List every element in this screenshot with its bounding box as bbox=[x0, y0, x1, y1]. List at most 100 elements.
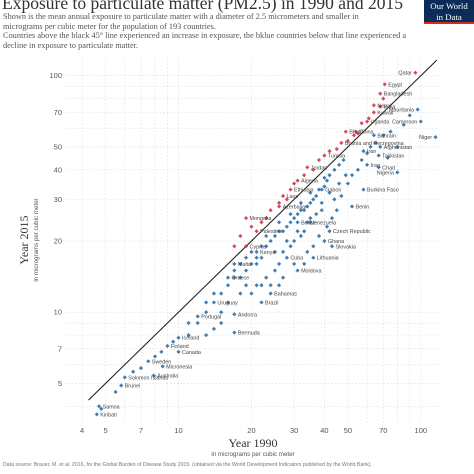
x-tick-label: 100 bbox=[415, 426, 428, 435]
data-point bbox=[176, 335, 181, 340]
point-label: Iran bbox=[367, 149, 376, 155]
point-label: Afghanistan bbox=[384, 145, 412, 151]
data-point bbox=[276, 261, 282, 267]
data-point bbox=[361, 149, 366, 154]
data-point bbox=[298, 208, 304, 213]
data-point bbox=[249, 291, 254, 296]
data-point bbox=[146, 359, 151, 364]
data-point bbox=[327, 172, 332, 178]
data-point bbox=[171, 339, 176, 344]
data-point bbox=[195, 320, 200, 326]
data-point bbox=[401, 122, 406, 127]
point-label: Cuba bbox=[290, 256, 303, 262]
data-point bbox=[259, 220, 264, 225]
data-point bbox=[322, 153, 327, 158]
data-point bbox=[337, 181, 342, 186]
data-point bbox=[311, 244, 316, 249]
point-label: Bhutan bbox=[349, 130, 366, 136]
data-point bbox=[319, 208, 324, 213]
data-point bbox=[284, 238, 289, 244]
data-point bbox=[319, 200, 324, 205]
point-label: Canada bbox=[182, 350, 201, 356]
subtitle-line: decline in exposure to particulate matte… bbox=[3, 40, 139, 50]
data-point bbox=[284, 197, 289, 202]
data-point bbox=[364, 162, 370, 167]
data-point bbox=[176, 349, 181, 354]
data-point bbox=[378, 104, 383, 109]
data-point bbox=[243, 255, 249, 260]
data-point bbox=[219, 320, 224, 326]
data-point bbox=[319, 187, 324, 192]
data-point bbox=[292, 261, 297, 267]
y-tick-label: 40 bbox=[54, 165, 62, 174]
point-label: China bbox=[359, 130, 373, 136]
data-point bbox=[359, 121, 364, 126]
point-label: Chad bbox=[382, 165, 395, 171]
data-point bbox=[284, 255, 289, 260]
data-point bbox=[364, 119, 370, 124]
data-point bbox=[343, 129, 348, 134]
data-point bbox=[254, 229, 259, 234]
data-point bbox=[94, 412, 99, 417]
data-point bbox=[388, 129, 393, 134]
data-point bbox=[160, 364, 165, 369]
point-label: Ghana bbox=[328, 239, 344, 245]
subtitle-line: Shown is the mean annual exposure to par… bbox=[3, 12, 359, 21]
data-point bbox=[204, 333, 209, 338]
data-point bbox=[298, 233, 304, 239]
x-tick-label: 20 bbox=[247, 426, 255, 435]
y-tick-label: 10 bbox=[54, 308, 62, 317]
data-point bbox=[238, 261, 243, 267]
data-point bbox=[243, 283, 249, 288]
data-point bbox=[295, 178, 300, 183]
data-point bbox=[238, 233, 243, 239]
data-point bbox=[211, 326, 217, 331]
point-label: Czech Republic bbox=[333, 229, 371, 235]
data-point bbox=[186, 320, 191, 326]
our-world-in-data-logo[interactable]: Our World in Data bbox=[424, 0, 474, 24]
data-point bbox=[339, 140, 344, 145]
data-point bbox=[119, 383, 124, 388]
data-point bbox=[186, 333, 191, 338]
point-label: Tunisia bbox=[328, 153, 345, 159]
point-label: Laos bbox=[287, 194, 299, 200]
data-point bbox=[219, 291, 224, 296]
data-point bbox=[211, 291, 217, 296]
point-label: Malta bbox=[238, 262, 251, 268]
data-point bbox=[96, 404, 102, 409]
y-tick-label: 50 bbox=[54, 142, 62, 151]
point-label: Tajikistan bbox=[382, 153, 404, 159]
data-point bbox=[99, 406, 104, 412]
data-point bbox=[122, 375, 127, 380]
data-point bbox=[292, 238, 297, 244]
data-point bbox=[276, 229, 282, 234]
x-tick-label: 30 bbox=[290, 426, 298, 435]
data-point bbox=[314, 193, 319, 199]
y-axis-label: Year 2015 bbox=[17, 215, 31, 264]
reference-45-degree-line bbox=[88, 59, 438, 401]
data-point bbox=[272, 249, 278, 254]
data-point bbox=[355, 167, 361, 172]
point-label: Greece bbox=[231, 276, 249, 282]
data-point bbox=[324, 178, 330, 183]
data-point bbox=[204, 300, 209, 305]
point-label: Burkina Faso bbox=[367, 188, 399, 194]
data-point bbox=[232, 268, 237, 273]
data-point bbox=[259, 283, 264, 288]
point-label: Bosnia and Herzegovina bbox=[345, 141, 404, 147]
data-point bbox=[327, 190, 332, 195]
x-axis-sublabel: in micrograms per cubic meter bbox=[211, 451, 294, 458]
point-label: Andorra bbox=[238, 312, 257, 318]
data-point bbox=[272, 233, 278, 239]
point-label: Mongolia bbox=[250, 216, 272, 222]
data-point bbox=[204, 310, 209, 315]
point-label: Sweden bbox=[152, 359, 171, 365]
point-label: Portugal bbox=[201, 314, 221, 320]
data-point bbox=[302, 208, 307, 213]
logo-line-1: Our World bbox=[430, 1, 468, 11]
data-point bbox=[332, 167, 337, 172]
data-point bbox=[305, 249, 310, 254]
data-point bbox=[254, 255, 259, 260]
data-point bbox=[249, 249, 254, 254]
data-point bbox=[225, 283, 231, 288]
